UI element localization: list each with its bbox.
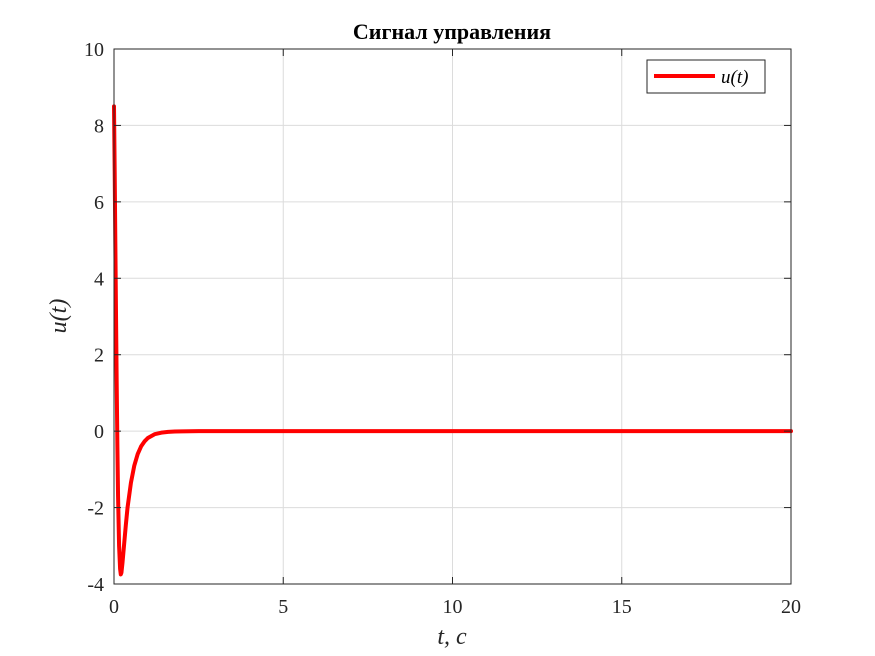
series-line-u — [112, 104, 793, 577]
y-tick-label: -4 — [87, 574, 104, 596]
x-tick-label: 15 — [612, 596, 632, 618]
legend-label-u: u(t) — [721, 67, 748, 88]
y-tick-label: 10 — [84, 39, 104, 61]
y-tick-label: 0 — [94, 421, 104, 443]
y-tick-label: 4 — [94, 268, 104, 290]
y-tick-label: 6 — [94, 192, 104, 214]
x-tick-label: 5 — [278, 596, 288, 618]
y-tick-label: 8 — [94, 115, 104, 137]
chart-title: Сигнал управления — [353, 19, 551, 44]
x-tick-label: 0 — [109, 596, 119, 618]
y-axis-label: u(t) — [46, 299, 72, 334]
series-group — [112, 104, 793, 577]
tick-marks — [113, 48, 792, 585]
x-tick-label: 20 — [781, 596, 801, 618]
tick-labels: 0 5 10 15 20 -4 -2 0 2 4 6 8 10 — [84, 39, 801, 618]
y-tick-label: 2 — [94, 345, 104, 367]
x-axis-label: t, c — [437, 624, 467, 650]
legend: u(t) — [646, 59, 766, 94]
y-tick-label: -2 — [87, 498, 104, 520]
x-tick-label: 10 — [443, 596, 463, 618]
